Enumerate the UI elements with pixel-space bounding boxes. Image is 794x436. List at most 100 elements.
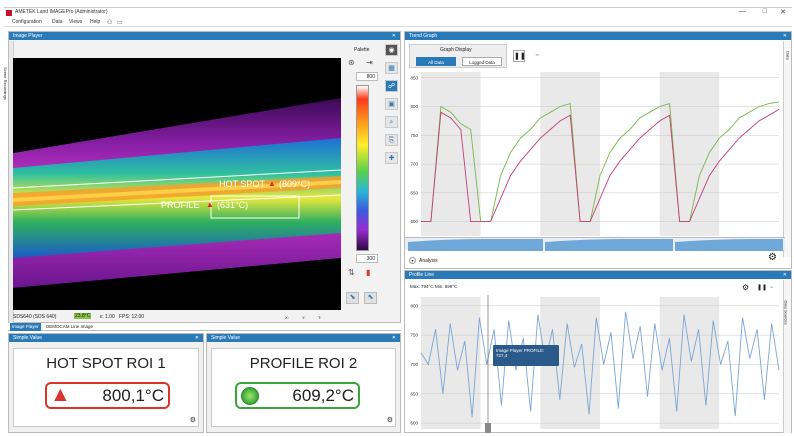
hot-spot-roi-title: HOT SPOT ROI 1 [46, 355, 166, 372]
window-title: AMETEK Land IMAGEPro (Administrator) [15, 9, 108, 15]
export-icon[interactable]: ⎘ [385, 134, 398, 146]
trend-graph-title: Trend Graph [409, 33, 438, 39]
analysis-expand-icon[interactable]: ▾ [409, 257, 416, 264]
pause-icon[interactable]: ❚❚ [513, 50, 526, 62]
hot-spot-roi-value: 800,1°C [102, 386, 164, 405]
display-icon[interactable]: ▭ [117, 20, 123, 26]
zoom-in-icon[interactable]: ⬊ [346, 292, 359, 304]
hot-spot-triangle-icon: ▲ [268, 179, 276, 188]
chart-band [600, 297, 660, 429]
y-tick-label: 800 [410, 303, 418, 308]
menu-configuration[interactable]: Configuration [12, 19, 42, 25]
palette-reset-icon[interactable]: ⊛ [348, 58, 355, 67]
pause-icon[interactable]: ❚❚ [757, 285, 768, 291]
panel-close-icon[interactable]: ✕ [782, 272, 787, 278]
pointer-icon[interactable]: ☍ [385, 80, 398, 92]
simple-value-box-1: HOT SPOT ROI 1 ▲ 800,1°C ⚙ [13, 348, 199, 427]
profile-line-header: Profile Line ✕ [405, 271, 791, 279]
data-side-label: Data [785, 51, 791, 60]
grid-icon[interactable]: ▦ [385, 62, 398, 74]
hot-spot-value: (809°C) [279, 179, 311, 189]
palette-arrow-icon[interactable]: ⇥ [366, 58, 373, 67]
data-sources-side-tab[interactable]: Data Sources [783, 280, 791, 433]
profile-line-title: Profile Line [409, 272, 435, 278]
y-tick-label: 850 [410, 75, 418, 80]
tab-democam-line-image[interactable]: DEMOCAM Line Image [46, 324, 94, 329]
y-readout: Y: [302, 315, 306, 320]
status-bar: SDS640 (SDS 640) 23.8°C ε: 1.00 FPS: 12.… [13, 313, 399, 322]
analysis-label[interactable]: Analysis [419, 258, 438, 264]
tools-column: ◉ ▦ ☍ ▣ ⌕ ⎘ ✚ [384, 42, 400, 310]
users-icon[interactable]: ⚇ [107, 20, 113, 26]
y-tick-label: 750 [410, 133, 418, 138]
gear-icon[interactable]: ⚙ [768, 252, 777, 263]
series-line-0 [420, 311, 780, 418]
panel-close-icon[interactable]: ✕ [782, 33, 787, 39]
y-tick-label: 700 [410, 162, 418, 167]
chart-band [659, 297, 720, 429]
data-side-tab[interactable]: Data [783, 41, 791, 257]
y-tick-label: 600 [410, 219, 418, 224]
profile-line-panel: Profile Line ✕ Max: 794°C Min: 599°C ⚙ ❚… [404, 270, 792, 433]
palette-panel: Palette ⊛ ⇥ 800 300 ⇅ ▮ ⬊ ⬉ [342, 42, 384, 310]
chart-band [421, 72, 481, 236]
panel-close-icon[interactable]: ✕ [194, 335, 199, 341]
gear-icon[interactable]: ⚙ [189, 417, 196, 424]
all-data-button[interactable]: All Data [416, 57, 456, 66]
tab-image-player[interactable]: Image Player [10, 323, 41, 331]
image-player-title: Image Player [13, 33, 43, 39]
profile-roi-title: PROFILE ROI 2 [249, 355, 358, 372]
roi-box-icon[interactable]: ▣ [385, 98, 398, 110]
tooltip-title: Image Player PROFILE: [496, 348, 545, 353]
cursor-handle [485, 423, 491, 433]
range-min-value: 300 [366, 256, 375, 262]
palette-swatch-icon[interactable]: ▮ [366, 268, 371, 277]
search-icon[interactable]: ⌕ [385, 116, 398, 128]
t-readout: T: [318, 315, 322, 320]
chart-band [480, 72, 541, 236]
panel-close-icon[interactable]: ✕ [391, 335, 396, 341]
series-line-1 [421, 109, 780, 223]
camera-icon[interactable]: ◉ [385, 44, 398, 56]
simple-value-header-2: Simple Value ✕ [207, 334, 400, 342]
chart-band [719, 72, 779, 236]
panel-close-icon[interactable]: ✕ [391, 33, 396, 39]
menu-help[interactable]: Help [90, 19, 101, 25]
range-min-input[interactable]: 300 [356, 254, 378, 263]
hot-spot-roi-value-box: ▲ 800,1°C [45, 382, 170, 409]
logged-data-button[interactable]: Logged Data [462, 57, 502, 66]
timeline-overview[interactable] [405, 237, 785, 251]
close-button[interactable]: ✕ [780, 9, 786, 16]
trend-graph-header: Trend Graph ✕ [405, 32, 791, 40]
hot-spot-label: HOT SPOT [219, 179, 265, 189]
simple-value-header-1: Simple Value ✕ [9, 334, 203, 342]
app-icon [6, 10, 12, 16]
add-point-icon[interactable]: ✚ [385, 152, 398, 164]
range-max-input[interactable]: 800 [356, 72, 378, 81]
menu-views[interactable]: Views [69, 19, 83, 25]
palette-color-scale[interactable] [356, 85, 369, 251]
zoom-out-icon[interactable]: ⬉ [364, 292, 377, 304]
minimize-button[interactable]: — [739, 8, 746, 15]
menu-data[interactable]: Data [52, 19, 63, 25]
timeline-overview-svg [408, 239, 783, 251]
trend-icon[interactable]: ⌁ [770, 285, 774, 291]
fps: FPS: 12.00 [119, 314, 145, 320]
thermal-image[interactable]: HOT SPOT ▲ (809°C) PROFILE ▲ (631°C) [13, 58, 341, 310]
chart-band [719, 297, 779, 429]
y-tick-label: 600 [410, 421, 418, 426]
thermal-image-svg [13, 58, 341, 310]
graph-display-group: Graph Display All Data Logged Data [409, 44, 507, 68]
min-label: Min: 599°C [435, 284, 458, 289]
ok-circle-icon [241, 387, 259, 405]
maximize-button[interactable]: □ [762, 8, 767, 15]
profile-triangle-icon: ▲ [206, 200, 214, 209]
profile-chart[interactable]: 600 650 700 750 800 [405, 295, 785, 433]
trend-icon[interactable]: ⌁ [535, 52, 540, 59]
image-player-header: Image Player ✕ [9, 32, 400, 40]
gear-icon[interactable]: ⚙ [742, 283, 750, 292]
gear-icon[interactable]: ⚙ [386, 417, 393, 424]
sort-icon[interactable]: ⇅ [348, 268, 355, 277]
simple-value-title-2: Simple Value [211, 335, 241, 341]
